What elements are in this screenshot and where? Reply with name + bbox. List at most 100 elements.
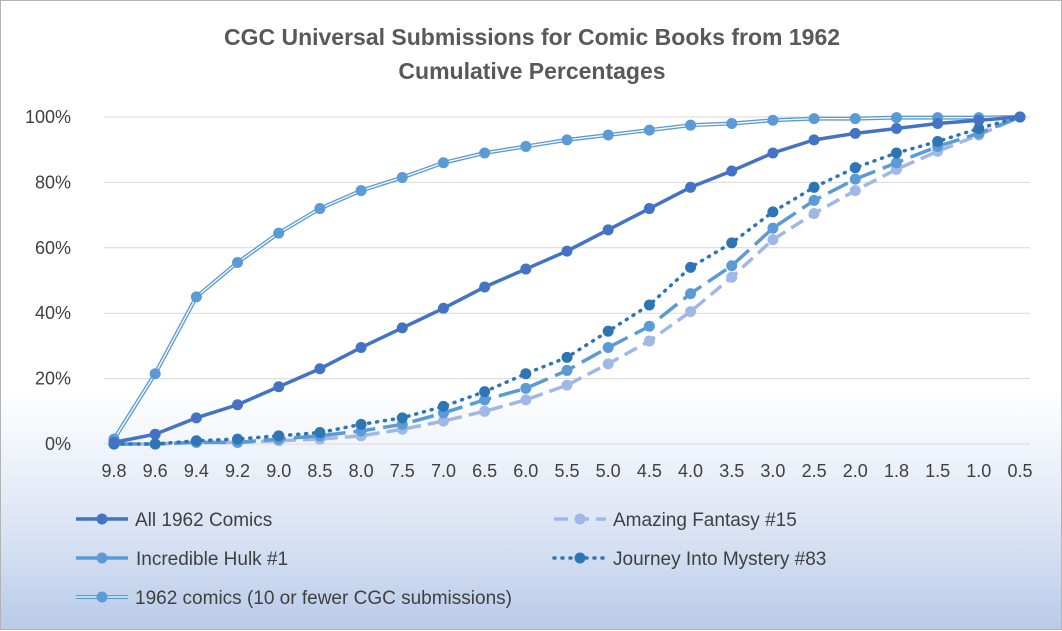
legend-marker (574, 513, 586, 525)
data-point (685, 288, 697, 300)
x-tick-label: 1.0 (966, 461, 991, 481)
data-point (561, 379, 573, 391)
legend-item-1: Amazing Fantasy #15 (554, 510, 797, 531)
legend-item-4: 1962 comics (10 or fewer CGC submissions… (76, 588, 512, 609)
data-point (602, 342, 614, 354)
chart-subtitle: Cumulative Percentages (398, 58, 665, 84)
data-point (314, 363, 326, 375)
x-tick-label: 7.0 (431, 461, 456, 481)
series-line-outer (112, 115, 1021, 441)
y-tick-label: 60% (35, 238, 71, 258)
data-point (685, 306, 697, 318)
data-point (849, 127, 861, 139)
data-point (561, 364, 573, 376)
data-point (932, 118, 944, 130)
data-point (685, 261, 697, 273)
data-point (437, 157, 449, 169)
data-point (232, 433, 244, 445)
data-point (108, 436, 120, 448)
data-point (767, 234, 779, 246)
data-point (561, 134, 573, 146)
data-point (685, 119, 697, 131)
x-tick-label: 1.8 (884, 461, 909, 481)
data-point (479, 405, 491, 417)
data-point (685, 181, 697, 193)
x-tick-label: 0.5 (1007, 461, 1032, 481)
data-point (808, 181, 820, 193)
legend-marker (96, 552, 108, 564)
series-line (114, 115, 1021, 446)
data-point (479, 394, 491, 406)
data-point (849, 173, 861, 185)
data-point (479, 386, 491, 398)
data-point (437, 415, 449, 427)
x-tick-label: 2.0 (843, 461, 868, 481)
data-point (890, 157, 902, 169)
x-tick-label: 4.0 (678, 461, 703, 481)
series-lines (108, 111, 1026, 450)
data-point (643, 124, 655, 136)
data-point (232, 399, 244, 411)
y-axis-ticks: 0% 20% 40% 60% 80% 100% (25, 107, 71, 454)
data-point (890, 112, 902, 124)
y-tick-label: 40% (35, 303, 71, 323)
data-point (726, 165, 738, 177)
legend-marker (574, 552, 586, 564)
data-point (520, 368, 532, 380)
data-point (396, 412, 408, 424)
data-point (479, 147, 491, 159)
legend-marker (96, 513, 108, 525)
data-point (190, 291, 202, 303)
x-tick-label: 9.0 (266, 461, 291, 481)
legend-item-3: Journey Into Mystery #83 (552, 549, 826, 570)
data-point (149, 438, 161, 450)
data-point (396, 171, 408, 183)
legend-marker (96, 591, 108, 603)
x-tick-label: 3.0 (760, 461, 785, 481)
data-point (643, 335, 655, 347)
data-point (643, 320, 655, 332)
series-2 (108, 111, 1026, 450)
data-point (973, 122, 985, 134)
data-point (643, 299, 655, 311)
x-tick-label: 9.4 (184, 461, 209, 481)
data-point (232, 257, 244, 269)
data-point (520, 382, 532, 394)
data-point (149, 428, 161, 440)
x-tick-label: 6.5 (472, 461, 497, 481)
x-tick-label: 2.5 (802, 461, 827, 481)
data-point (849, 185, 861, 197)
data-point (726, 118, 738, 130)
data-point (396, 322, 408, 334)
data-point (437, 400, 449, 412)
x-tick-label: 8.0 (349, 461, 374, 481)
series-1 (108, 111, 1026, 450)
x-tick-label: 5.0 (596, 461, 621, 481)
data-point (273, 227, 285, 239)
legend-item-2: Incredible Hulk #1 (76, 549, 288, 570)
y-tick-label: 100% (25, 107, 71, 127)
y-tick-label: 80% (35, 172, 71, 192)
data-point (520, 263, 532, 275)
data-point (767, 206, 779, 218)
data-point (355, 185, 367, 197)
x-tick-label: 9.8 (101, 461, 126, 481)
data-point (273, 430, 285, 442)
legend-label: Incredible Hulk #1 (136, 549, 288, 570)
data-point (602, 129, 614, 141)
x-tick-label: 7.5 (390, 461, 415, 481)
x-tick-label: 9.2 (225, 461, 250, 481)
legend-item-0: All 1962 Comics (76, 510, 272, 531)
legend: All 1962 Comics Amazing Fantasy #15 Incred… (76, 510, 826, 609)
data-point (932, 136, 944, 148)
x-tick-label: 5.5 (554, 461, 579, 481)
data-point (849, 162, 861, 174)
data-point (602, 325, 614, 337)
series-3 (108, 111, 1026, 450)
legend-label: Journey Into Mystery #83 (613, 549, 826, 570)
data-point (561, 245, 573, 257)
data-point (561, 351, 573, 363)
data-point (479, 281, 491, 293)
